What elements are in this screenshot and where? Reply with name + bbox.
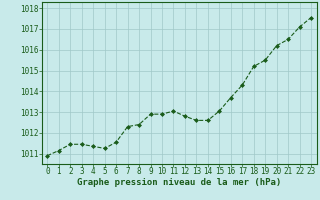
- X-axis label: Graphe pression niveau de la mer (hPa): Graphe pression niveau de la mer (hPa): [77, 178, 281, 187]
